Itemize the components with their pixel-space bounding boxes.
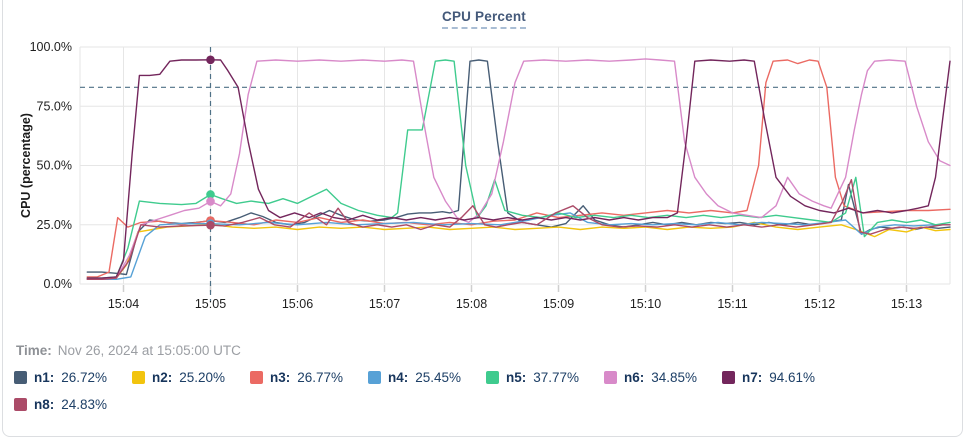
x-tick-label: 15:13 <box>891 297 922 311</box>
legend-swatch-n7 <box>722 370 735 384</box>
cursor-marker-n6 <box>206 197 215 206</box>
chart-title[interactable]: CPU Percent <box>442 9 526 29</box>
legend-item-n3[interactable]: n3: 26.77% <box>250 369 368 385</box>
y-tick-label: 50.0% <box>37 159 72 173</box>
legend-name-n5: n5: <box>506 369 527 385</box>
x-tick-label: 15:05 <box>195 297 226 311</box>
legend-value-n3: 26.77% <box>297 369 344 385</box>
x-tick-label: 15:12 <box>804 297 835 311</box>
legend-name-n8: n8: <box>34 396 55 412</box>
legend: n1: 26.72% n2: 25.20% n3: 26.77% n4: 25.45% n5: 3… <box>14 369 840 412</box>
series-line-n3[interactable] <box>86 59 951 278</box>
y-tick-label: 0.0% <box>44 277 73 291</box>
cursor-marker-n5 <box>206 190 215 199</box>
series-line-n5[interactable] <box>86 59 951 279</box>
legend-value-n6: 34.85% <box>651 369 698 385</box>
series-line-n7[interactable] <box>86 59 951 279</box>
legend-item-n5[interactable]: n5: 37.77% <box>486 369 604 385</box>
x-tick-label: 15:09 <box>543 297 574 311</box>
cursor-time-row: Time: Nov 26, 2024 at 15:05:00 UTC <box>16 343 241 358</box>
legend-swatch-n3 <box>250 370 263 384</box>
x-tick-label: 15:06 <box>282 297 313 311</box>
legend-swatch-n2 <box>132 370 145 384</box>
chart-header: CPU Percent <box>0 8 968 29</box>
legend-item-n4[interactable]: n4: 25.45% <box>368 369 486 385</box>
legend-value-n7: 94.61% <box>769 369 816 385</box>
legend-swatch-n6 <box>604 370 617 384</box>
x-tick-label: 15:11 <box>717 297 747 311</box>
legend-name-n1: n1: <box>34 369 55 385</box>
legend-value-n4: 25.45% <box>415 369 462 385</box>
x-tick-label: 15:08 <box>456 297 487 311</box>
legend-item-n6[interactable]: n6: 34.85% <box>604 369 722 385</box>
legend-item-n8[interactable]: n8: 24.83% <box>14 396 132 412</box>
cursor-marker-n8 <box>206 220 215 230</box>
series-line-n8[interactable] <box>86 178 951 280</box>
legend-name-n6: n6: <box>624 369 645 385</box>
time-value: Nov 26, 2024 at 15:05:00 UTC <box>57 343 241 358</box>
legend-swatch-n4 <box>368 370 381 384</box>
legend-item-n7[interactable]: n7: 94.61% <box>722 369 840 385</box>
legend-value-n2: 25.20% <box>179 369 226 385</box>
y-tick-label: 75.0% <box>37 99 72 113</box>
time-label: Time: <box>16 343 52 358</box>
legend-name-n7: n7: <box>742 369 763 385</box>
legend-value-n5: 37.77% <box>533 369 580 385</box>
legend-value-n1: 26.72% <box>61 369 108 385</box>
legend-name-n3: n3: <box>270 369 291 385</box>
legend-item-n1[interactable]: n1: 26.72% <box>14 369 132 385</box>
legend-swatch-n5 <box>486 370 499 384</box>
legend-swatch-n8 <box>14 397 27 411</box>
y-axis-label: CPU (percentage) <box>19 113 33 218</box>
x-tick-label: 15:04 <box>108 297 139 311</box>
cpu-line-chart[interactable]: 0.0% 25.0% 50.0% 75.0% 100.0% 15:04 15:05 15:06… <box>0 0 968 322</box>
legend-item-n2[interactable]: n2: 25.20% <box>132 369 250 385</box>
x-tick-label: 15:07 <box>369 297 400 311</box>
legend-swatch-n1 <box>14 370 27 384</box>
series-line-n1[interactable] <box>86 59 951 276</box>
y-tick-label: 25.0% <box>37 218 72 232</box>
y-tick-label: 100.0% <box>30 40 72 54</box>
x-tick-label: 15:10 <box>630 297 661 311</box>
cursor-marker-n7 <box>206 55 215 65</box>
legend-value-n8: 24.83% <box>61 396 108 412</box>
series-line-n6[interactable] <box>86 58 951 280</box>
legend-name-n4: n4: <box>388 369 409 385</box>
series-line-n2[interactable] <box>86 221 951 280</box>
legend-name-n2: n2: <box>152 369 173 385</box>
